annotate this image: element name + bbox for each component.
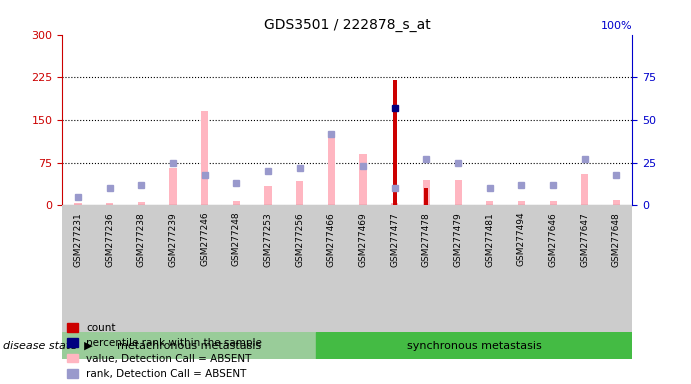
Text: GSM277239: GSM277239 xyxy=(169,212,178,266)
Bar xyxy=(379,205,410,332)
Legend: count, percentile rank within the sample, value, Detection Call = ABSENT, rank, : count, percentile rank within the sample… xyxy=(68,323,262,379)
Bar xyxy=(410,205,442,332)
Text: GSM277647: GSM277647 xyxy=(580,212,589,266)
Bar xyxy=(569,205,600,332)
Bar xyxy=(423,180,430,205)
Bar xyxy=(62,205,94,332)
Bar xyxy=(169,169,177,205)
Text: GSM277477: GSM277477 xyxy=(390,212,399,266)
Bar xyxy=(328,137,335,205)
Text: GSM277248: GSM277248 xyxy=(232,212,241,266)
Bar xyxy=(316,205,347,332)
Bar xyxy=(391,203,398,205)
Text: GSM277231: GSM277231 xyxy=(73,212,82,266)
Bar xyxy=(600,205,632,332)
Text: GSM277479: GSM277479 xyxy=(453,212,462,266)
Bar xyxy=(392,80,397,205)
Text: GSM277253: GSM277253 xyxy=(263,212,272,266)
Text: GSM277466: GSM277466 xyxy=(327,212,336,266)
Bar xyxy=(549,202,557,205)
Text: GSM277256: GSM277256 xyxy=(295,212,304,266)
Bar xyxy=(424,189,428,205)
Text: GSM277246: GSM277246 xyxy=(200,212,209,266)
Bar xyxy=(455,180,462,205)
Text: metachronous metastasis: metachronous metastasis xyxy=(117,341,261,351)
Title: GDS3501 / 222878_s_at: GDS3501 / 222878_s_at xyxy=(264,18,430,32)
Text: GSM277236: GSM277236 xyxy=(105,212,114,266)
Bar xyxy=(94,205,126,332)
Text: GSM277648: GSM277648 xyxy=(612,212,621,266)
Bar xyxy=(347,205,379,332)
Bar xyxy=(75,203,82,205)
Bar xyxy=(265,185,272,205)
Text: 100%: 100% xyxy=(600,21,632,31)
Text: GSM277494: GSM277494 xyxy=(517,212,526,266)
Bar xyxy=(442,205,474,332)
Bar xyxy=(486,201,493,205)
Bar xyxy=(296,181,303,205)
Bar xyxy=(252,205,284,332)
Bar xyxy=(506,205,538,332)
Bar xyxy=(220,205,252,332)
Bar xyxy=(284,205,316,332)
Text: synchronous metastasis: synchronous metastasis xyxy=(406,341,541,351)
Bar xyxy=(359,154,367,205)
Bar xyxy=(106,203,113,205)
Text: GSM277646: GSM277646 xyxy=(549,212,558,266)
Bar xyxy=(538,205,569,332)
Text: GSM277238: GSM277238 xyxy=(137,212,146,266)
Bar xyxy=(138,202,145,205)
Bar xyxy=(126,205,157,332)
Text: GSM277478: GSM277478 xyxy=(422,212,431,266)
Text: GSM277469: GSM277469 xyxy=(359,212,368,266)
Text: GSM277481: GSM277481 xyxy=(485,212,494,266)
Bar xyxy=(613,200,620,205)
Text: disease state  ▶: disease state ▶ xyxy=(3,341,93,351)
Bar xyxy=(518,201,525,205)
Bar xyxy=(158,205,189,332)
Bar xyxy=(474,205,506,332)
Bar xyxy=(62,332,316,359)
Bar xyxy=(189,205,220,332)
Bar xyxy=(201,111,208,205)
Bar xyxy=(581,174,588,205)
Bar xyxy=(233,201,240,205)
Bar xyxy=(316,332,648,359)
